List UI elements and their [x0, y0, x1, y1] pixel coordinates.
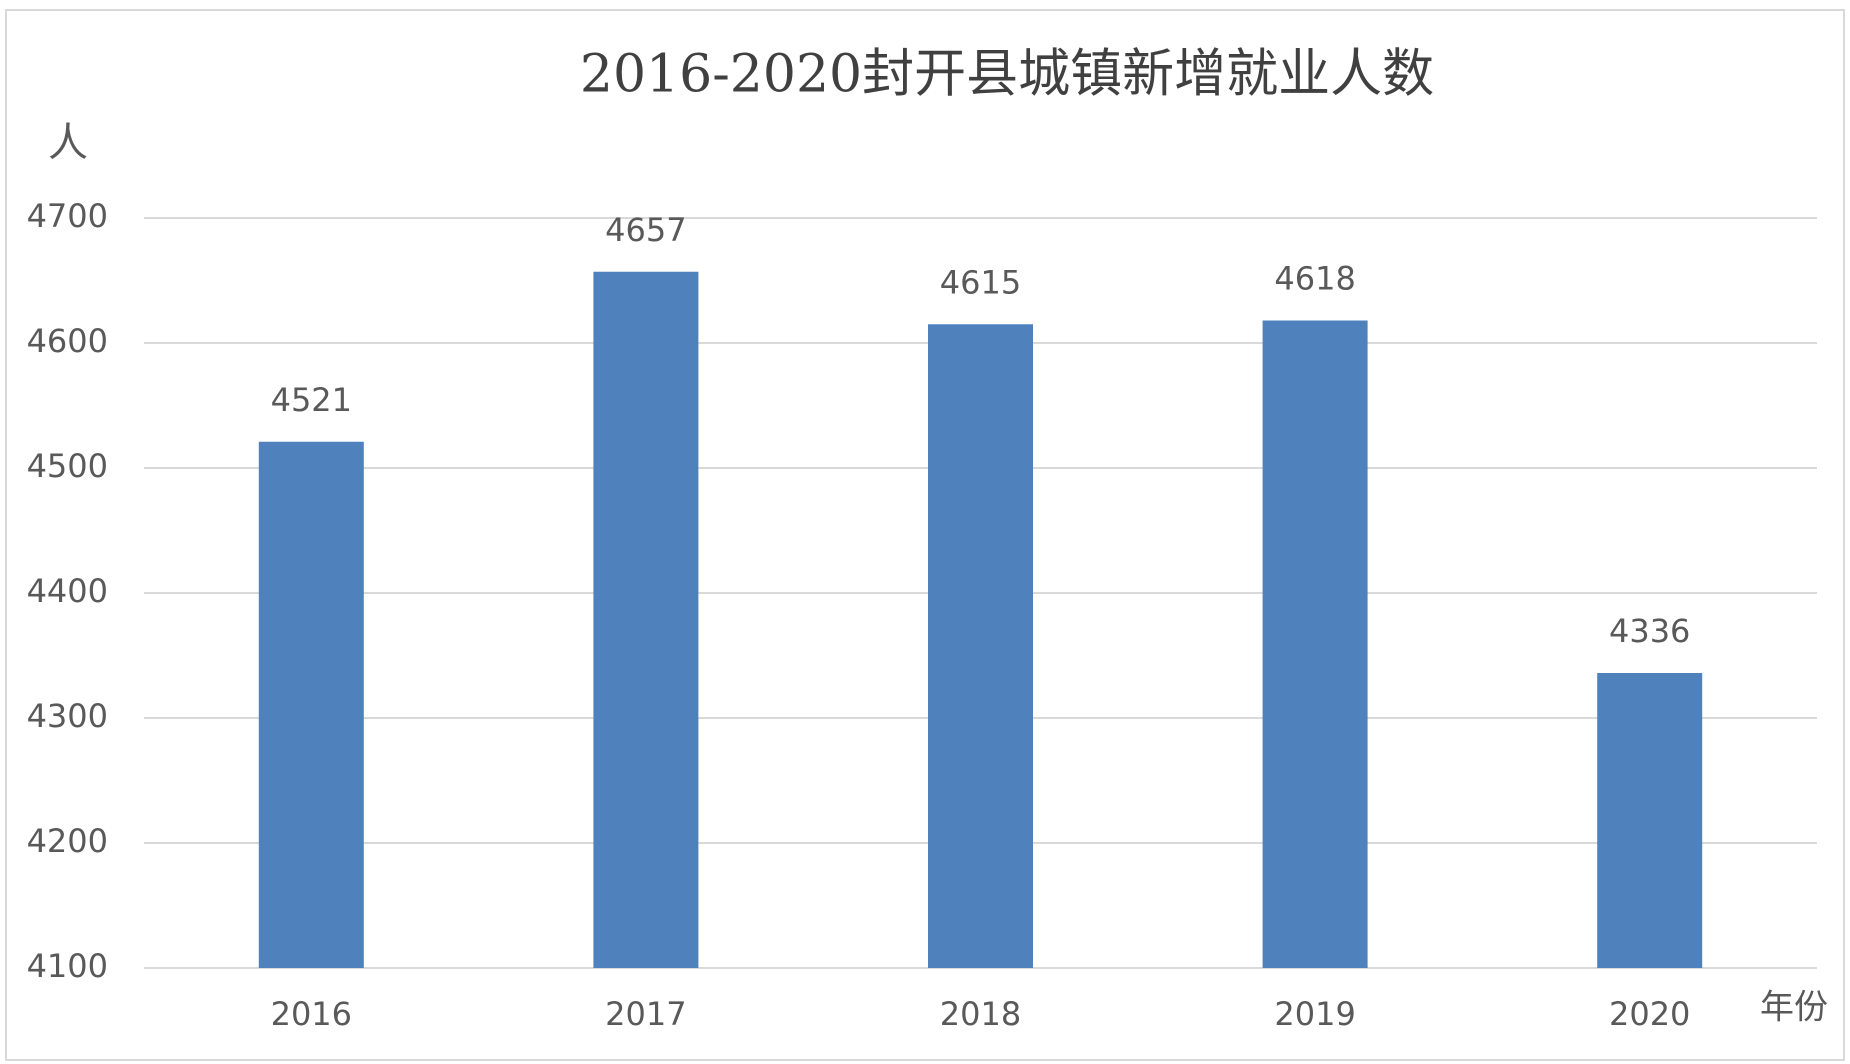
x-tick-label: 2016 — [271, 995, 352, 1033]
x-tick-label: 2019 — [1274, 995, 1355, 1033]
y-tick-label: 4500 — [27, 447, 108, 485]
y-tick-label: 4600 — [27, 322, 108, 360]
bar — [593, 271, 699, 968]
data-label: 4657 — [605, 211, 686, 249]
bar — [1597, 673, 1703, 968]
bar — [928, 324, 1033, 968]
data-label: 4336 — [1609, 612, 1690, 650]
chart-frame — [5, 9, 1845, 1061]
data-label: 4615 — [940, 263, 1021, 301]
data-label: 4618 — [1274, 260, 1355, 298]
x-tick-label: 2017 — [605, 995, 686, 1033]
x-axis-label: 年份 — [1760, 988, 1828, 1028]
x-tick-label: 2020 — [1609, 995, 1690, 1033]
bar — [258, 441, 364, 968]
y-tick-label: 4100 — [27, 947, 108, 985]
y-tick-label: 4400 — [27, 572, 108, 610]
chart-title: 2016-2020封开县城镇新增就业人数 — [580, 45, 1434, 105]
y-tick-label: 4200 — [27, 822, 108, 860]
y-tick-label: 4300 — [27, 697, 108, 735]
x-tick-label: 2018 — [940, 995, 1021, 1033]
y-axis-label: 人 — [48, 120, 88, 166]
y-tick-label: 4700 — [27, 197, 108, 235]
data-label: 4521 — [271, 381, 352, 419]
bar — [1262, 320, 1368, 968]
